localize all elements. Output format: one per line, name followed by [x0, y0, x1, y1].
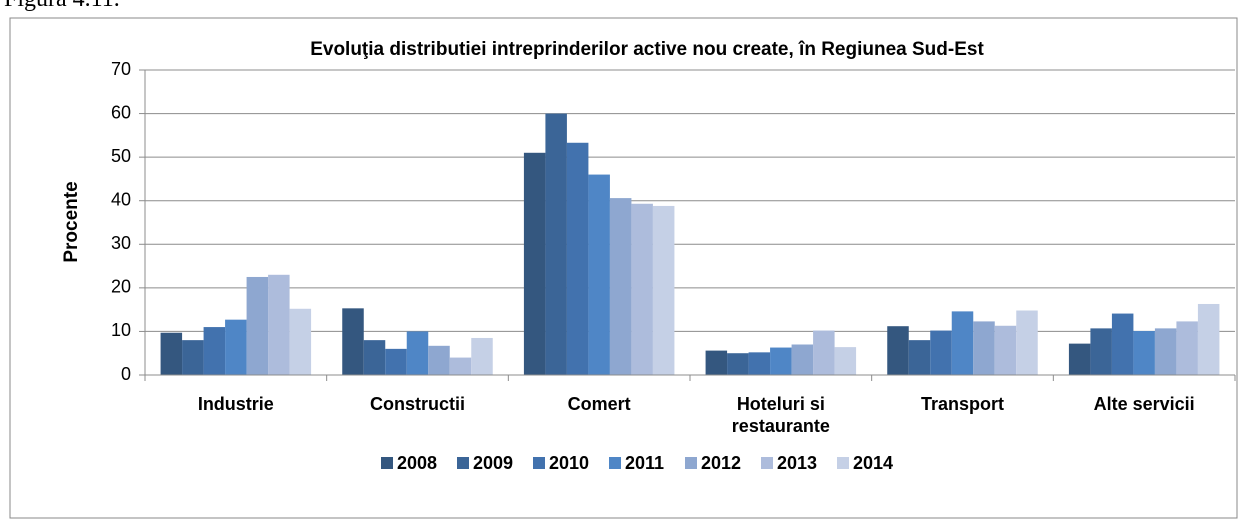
- bar: [203, 327, 226, 375]
- x-tick-label-box: Transport: [920, 394, 1004, 414]
- bar: [588, 174, 610, 375]
- legend-swatch: [837, 457, 849, 469]
- y-tick-label: 30: [111, 233, 131, 253]
- y-tick-label: 20: [111, 277, 131, 297]
- bar: [994, 325, 1017, 375]
- bar: [609, 198, 632, 375]
- bar: [705, 350, 728, 375]
- bar: [1133, 330, 1155, 375]
- bar: [813, 330, 835, 375]
- bar: [1016, 310, 1038, 375]
- legend-label: 2009: [473, 453, 513, 473]
- bar: [471, 337, 493, 375]
- bar: [631, 203, 653, 375]
- bar: [363, 340, 386, 375]
- bar: [289, 308, 312, 375]
- x-tick-label: Constructii: [369, 394, 465, 414]
- bar: [225, 319, 247, 375]
- legend-label: 2013: [777, 453, 817, 473]
- legend-label: 2008: [397, 453, 437, 473]
- bar: [1068, 343, 1091, 375]
- bar: [748, 352, 771, 375]
- y-axis-label: Procente: [61, 181, 82, 262]
- legend-label: 2011: [625, 453, 664, 473]
- bar: [887, 326, 909, 375]
- y-tick-label: 10: [111, 320, 131, 340]
- bar: [1090, 328, 1112, 375]
- legend-swatch: [533, 457, 545, 469]
- legend-label: 2014: [853, 453, 893, 473]
- x-tick-label: Comert: [567, 394, 631, 414]
- y-tick-label: 60: [111, 102, 131, 122]
- y-tick-label: 50: [111, 146, 131, 166]
- bar: [428, 345, 450, 375]
- legend-swatch: [609, 457, 621, 469]
- bar: [770, 347, 792, 375]
- y-tick-label: 0: [121, 364, 131, 384]
- legend-swatch: [457, 457, 469, 469]
- x-tick-label: Alte servicii: [1093, 394, 1195, 414]
- bar: [652, 205, 675, 375]
- bar: [449, 357, 472, 375]
- x-tick-label-box: Constructii: [369, 394, 465, 414]
- bar: [834, 347, 857, 375]
- bar: [930, 330, 952, 375]
- chart-title: Evoluţia distributiei intreprinderilor a…: [310, 39, 984, 60]
- bar: [1176, 321, 1198, 375]
- x-tick-label-box: Comert: [567, 394, 631, 414]
- bar: [791, 344, 814, 375]
- bar: [342, 308, 364, 375]
- chart-border: [9, 17, 1238, 519]
- bar: [385, 348, 407, 375]
- bar: [1197, 303, 1220, 375]
- bar: [973, 321, 995, 375]
- bar: [523, 152, 546, 375]
- legend-label: 2012: [701, 453, 741, 473]
- bar: [268, 274, 290, 375]
- bar: [566, 142, 589, 375]
- y-tick-label: 70: [111, 59, 131, 79]
- x-tick-label-box: Hoteluri si restaurante: [731, 394, 830, 436]
- y-tick-label: 40: [111, 189, 131, 209]
- bar: [908, 340, 931, 375]
- bar: [951, 311, 974, 375]
- legend-label: 2010: [549, 453, 589, 473]
- bar: [246, 276, 269, 375]
- bar: [160, 332, 183, 375]
- x-tick-label-box: Alte servicii: [1093, 394, 1195, 414]
- caption: Figura 4.11.: [4, 0, 120, 13]
- bar: [727, 353, 749, 375]
- x-tick-label: Hoteluri si restaurante: [731, 394, 830, 436]
- legend-swatch: [761, 457, 773, 469]
- bar: [182, 340, 204, 375]
- bar: [1154, 328, 1177, 375]
- x-tick-label-box: Industrie: [197, 394, 274, 414]
- x-tick-label: Industrie: [197, 394, 274, 414]
- bar: [1111, 313, 1134, 375]
- bar: [406, 331, 429, 375]
- bar: [545, 113, 567, 376]
- legend-swatch: [381, 457, 393, 469]
- x-tick-label: Transport: [920, 394, 1004, 414]
- legend-swatch: [685, 457, 697, 469]
